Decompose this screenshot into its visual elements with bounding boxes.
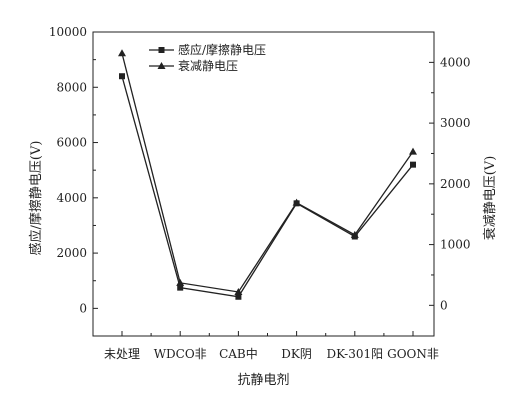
data-point xyxy=(119,73,125,80)
legend-label: 感应/摩擦静电压 xyxy=(178,42,266,57)
plot-frame xyxy=(92,31,435,337)
legend-label: 衰减静电压 xyxy=(178,58,238,73)
series-1 xyxy=(119,73,416,300)
data-point xyxy=(177,284,184,291)
x-tick-label: DK阴 xyxy=(281,347,312,361)
data-point xyxy=(350,230,359,238)
y-tick-label: 0 xyxy=(79,301,87,315)
y-tick-label: 2000 xyxy=(56,246,87,260)
y2-tick-label: 1000 xyxy=(440,238,471,252)
y2-axis-title: 衰减静电压(V) xyxy=(482,156,498,241)
series-2 xyxy=(118,49,417,295)
x-tick-label: CAB中 xyxy=(219,346,258,361)
series-line xyxy=(121,53,414,293)
y-tick-label: 8000 xyxy=(56,80,87,94)
x-axis-title: 抗静电剂 xyxy=(237,373,289,388)
x-tick-label: DK-301阳 xyxy=(326,347,383,361)
data-point xyxy=(118,49,126,57)
data-point xyxy=(409,147,417,155)
x-tick-label: 未处理 xyxy=(104,347,140,361)
data-point xyxy=(235,293,242,300)
legend-marker xyxy=(158,47,165,53)
y-tick-label: 10000 xyxy=(49,25,87,39)
y-tick-label: 6000 xyxy=(56,136,87,150)
y-axis-title: 感应/摩擦静电压(V) xyxy=(28,141,44,256)
data-point xyxy=(292,198,301,206)
x-tick-label: WDCO非 xyxy=(154,347,207,361)
x-tick-label: GOON非 xyxy=(387,347,439,361)
series-line xyxy=(121,76,414,298)
y2-tick-label: 4000 xyxy=(440,55,471,69)
data-point xyxy=(176,278,185,286)
y-tick-label: 4000 xyxy=(56,191,87,205)
y2-tick-label: 2000 xyxy=(440,177,471,191)
data-point xyxy=(410,161,416,168)
data-point xyxy=(234,287,243,295)
legend-marker xyxy=(157,62,166,69)
y2-tick-label: 0 xyxy=(440,298,448,312)
y2-tick-label: 3000 xyxy=(440,116,471,130)
